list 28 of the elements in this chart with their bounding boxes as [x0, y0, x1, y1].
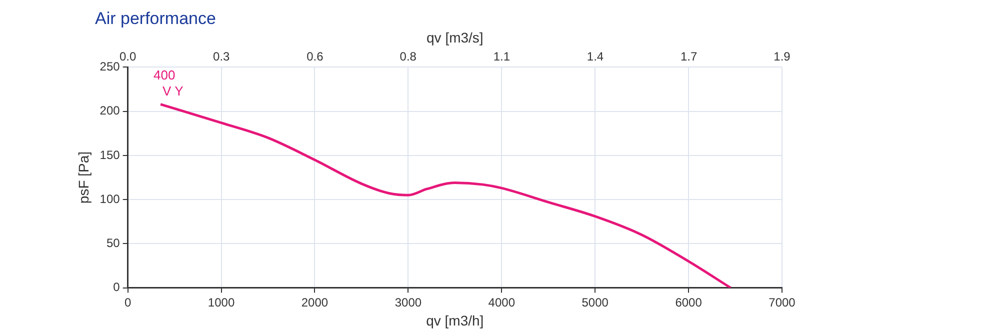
y-tick-label: 150: [100, 148, 120, 162]
x2-tick-label: 0.8: [400, 49, 417, 64]
y-tick-label: 100: [100, 192, 120, 206]
x-tick-label: 2000: [301, 295, 328, 310]
y-axis-title: psF [Pa]: [75, 151, 92, 204]
y-tick-label: 50: [106, 236, 120, 250]
x-tick-label: 6000: [675, 295, 702, 310]
series-label: 400 V Y: [154, 67, 184, 98]
y-tick-label: 250: [100, 60, 120, 74]
line-series: [159, 103, 732, 288]
x-tick-label: 3000: [394, 295, 422, 310]
x2-tick-label: 1.7: [680, 49, 698, 64]
y-tick-label: 200: [100, 104, 120, 118]
x-tick-label: 4000: [488, 295, 516, 310]
x-axis-title: qv [m3/h]: [426, 312, 484, 328]
x2-tick-label: 0.3: [213, 49, 230, 64]
x2-tick-label: 1.4: [586, 49, 604, 64]
x2-axis-title: qv [m3/s]: [426, 29, 484, 46]
y-tick-label: 0: [113, 280, 120, 294]
x-tick-label: 0: [124, 295, 132, 310]
x2-tick-label: 0.0: [119, 49, 136, 64]
x-tick-label: 5000: [582, 295, 609, 310]
x-tick-label: 1000: [208, 295, 235, 310]
x2-tick-label: 1.9: [774, 49, 791, 64]
chart-title: Air performance: [95, 9, 216, 29]
x-tick-label: 7000: [768, 295, 796, 310]
x2-tick-label: 0.6: [306, 49, 324, 64]
x2-tick-label: 1.1: [493, 49, 510, 64]
